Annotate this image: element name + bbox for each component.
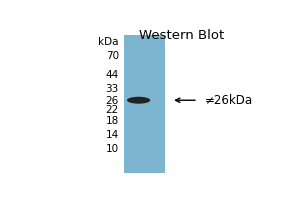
Text: Western Blot: Western Blot [139,29,224,42]
Text: kDa: kDa [98,37,119,47]
Text: 70: 70 [106,51,119,61]
Text: 44: 44 [106,70,119,80]
Text: 18: 18 [106,116,119,126]
Ellipse shape [127,97,150,104]
Text: 22: 22 [106,105,119,115]
Text: 26: 26 [106,96,119,106]
Bar [124,35,165,173]
Text: 10: 10 [106,144,119,154]
Text: 33: 33 [106,84,119,94]
Text: 14: 14 [106,130,119,140]
Text: ≠26kDa: ≠26kDa [205,94,253,107]
